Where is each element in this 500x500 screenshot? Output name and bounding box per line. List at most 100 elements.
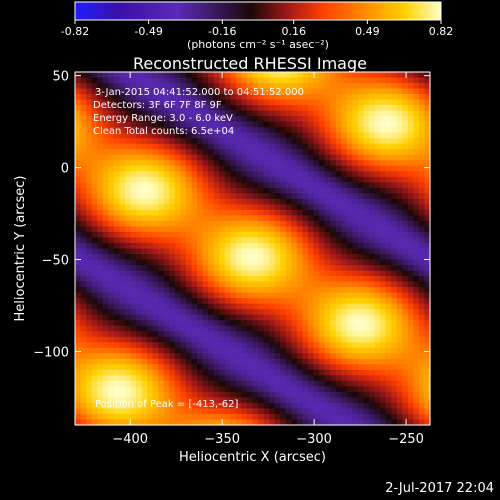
heatmap-cell <box>396 281 403 288</box>
heatmap-cell <box>185 254 193 261</box>
heatmap-cell <box>246 176 254 183</box>
heatmap-cell <box>391 77 398 84</box>
heatmap-cell <box>385 259 392 266</box>
heatmap-cell <box>374 182 381 189</box>
heatmap-cell <box>75 347 82 354</box>
heatmap-cell <box>330 231 337 239</box>
heatmap-cell <box>113 336 120 343</box>
heatmap-cell <box>285 375 292 382</box>
heatmap-cell <box>152 248 159 255</box>
heatmap-cell <box>357 105 365 112</box>
heatmap-cell <box>319 209 326 217</box>
heatmap-cell <box>313 254 320 261</box>
heatmap-cell <box>319 215 326 222</box>
heatmap-cell <box>147 380 154 387</box>
heatmap-cell <box>424 259 431 266</box>
x-tick-label: −400 <box>112 432 148 447</box>
heatmap-cell <box>307 342 315 349</box>
heatmap-cell <box>86 165 93 172</box>
heatmap-cell <box>91 110 98 117</box>
heatmap-cell <box>136 369 143 376</box>
heatmap-cell <box>246 83 254 90</box>
heatmap-cell <box>418 287 426 294</box>
heatmap-cell <box>169 391 176 399</box>
heatmap-cell <box>413 248 420 255</box>
heatmap-cell <box>319 138 326 145</box>
heatmap-cell <box>374 237 381 244</box>
heatmap-cell <box>147 386 154 393</box>
heatmap-cell <box>246 154 254 161</box>
heatmap-cell <box>363 287 370 294</box>
heatmap-cell <box>180 165 187 172</box>
heatmap-cell <box>75 314 82 321</box>
heatmap-cell <box>346 259 353 266</box>
heatmap-cell <box>141 187 148 194</box>
heatmap-cell <box>391 386 398 393</box>
heatmap-cell <box>197 347 204 354</box>
heatmap-cell <box>424 298 431 305</box>
heatmap-cell <box>252 276 259 283</box>
heatmap-cell <box>152 347 159 354</box>
heatmap-cell <box>330 99 337 106</box>
heatmap-cell <box>374 386 381 393</box>
heatmap-cell <box>280 138 287 145</box>
heatmap-cell <box>97 298 104 305</box>
heatmap-cell <box>424 231 431 239</box>
heatmap-cell <box>163 380 170 387</box>
heatmap-cell <box>252 419 259 426</box>
heatmap-cell <box>302 287 309 294</box>
heatmap-cell <box>368 237 376 244</box>
heatmap-cell <box>124 402 132 410</box>
heatmap-cell <box>119 143 126 150</box>
heatmap-cell <box>363 132 370 139</box>
heatmap-cell <box>252 72 259 79</box>
heatmap-cell <box>385 187 392 194</box>
heatmap-cell <box>296 265 304 272</box>
heatmap-cell <box>341 187 348 194</box>
heatmap-cell <box>335 369 342 376</box>
heatmap-cell <box>235 419 243 426</box>
heatmap-cell <box>191 276 198 283</box>
heatmap-cell <box>346 402 353 410</box>
heatmap-cell <box>158 320 165 327</box>
heatmap-cell <box>136 386 143 393</box>
heatmap-cell <box>180 347 187 354</box>
heatmap-cell <box>185 369 193 376</box>
heatmap-cell <box>418 248 426 255</box>
heatmap-cell <box>246 364 254 371</box>
heatmap-cell <box>80 281 87 288</box>
heatmap-cell <box>296 347 304 354</box>
heatmap-cell <box>341 309 348 316</box>
heatmap-cell <box>213 265 220 272</box>
heatmap-cell <box>402 215 409 222</box>
heatmap-cell <box>163 369 170 376</box>
heatmap-cell <box>130 160 137 167</box>
heatmap-cell <box>97 226 104 233</box>
heatmap-cell <box>230 254 237 261</box>
heatmap-cell <box>368 187 376 194</box>
heatmap-cell <box>424 336 431 343</box>
heatmap-cell <box>246 391 254 399</box>
heatmap-cell <box>224 143 231 150</box>
heatmap-cell <box>224 237 231 244</box>
heatmap-cell <box>197 187 204 194</box>
heatmap-cell <box>136 270 143 277</box>
heatmap-cell <box>169 149 176 156</box>
heatmap-cell <box>169 171 176 178</box>
heatmap-cell <box>418 309 426 316</box>
heatmap-cell <box>130 220 137 228</box>
heatmap-cell <box>346 353 353 360</box>
heatmap-cell <box>97 259 104 266</box>
heatmap-cell <box>346 325 353 332</box>
heatmap-cells <box>75 72 431 426</box>
heatmap-cell <box>324 331 331 338</box>
heatmap-cell <box>374 287 381 294</box>
heatmap-cell <box>80 226 87 233</box>
heatmap-cell <box>147 259 154 266</box>
heatmap-cell <box>280 77 287 84</box>
heatmap-cell <box>119 276 126 283</box>
heatmap-cell <box>418 193 426 200</box>
heatmap-cell <box>335 413 342 421</box>
heatmap-cell <box>374 77 381 84</box>
heatmap-cell <box>341 281 348 288</box>
